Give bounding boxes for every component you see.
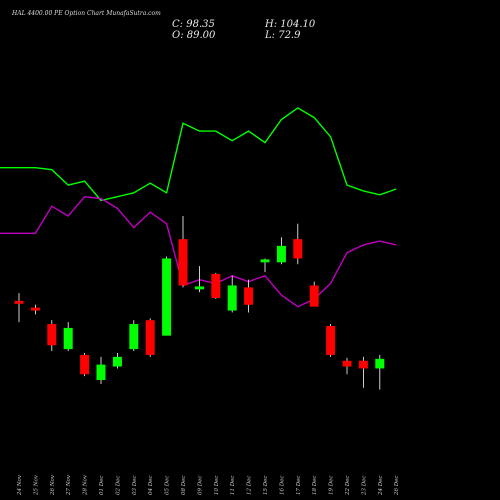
lower-indicator-line (0, 195, 397, 308)
x-tick-label: 28 Nov (83, 474, 89, 496)
high-readout: H: 104.10 (265, 19, 315, 30)
x-tick-label: 02 Dec (115, 476, 121, 496)
x-tick-label: 15 Dec (263, 476, 269, 496)
candle-body (14, 300, 24, 304)
candle-body (194, 286, 204, 290)
x-tick-label: 22 Dec (345, 476, 351, 497)
candle-body (145, 320, 155, 355)
low-value: 72.9 (278, 30, 301, 41)
x-tick-label: 24 Dec (378, 476, 384, 497)
x-axis-labels: 24 Nov 25 Nov 26 Nov 27 Nov 28 Nov 01 Dec 02 D… (17, 474, 400, 496)
candle-body (47, 324, 57, 346)
candle-body (162, 258, 172, 336)
candle-body (375, 358, 385, 369)
candle-body (211, 273, 221, 299)
candle-body (293, 239, 303, 259)
x-tick-label: 10 Dec (214, 476, 220, 496)
candles (14, 215, 385, 390)
x-tick-label: 01 Dec (99, 476, 105, 496)
chart-title: HAL 4400.00 PE Option Chart MunafaSutra.… (12, 10, 161, 17)
candle-body (244, 287, 254, 305)
x-tick-label: 23 Dec (361, 476, 367, 497)
close-label: C: (172, 19, 184, 30)
candle-body (63, 327, 73, 350)
close-readout: C: 98.35 (172, 19, 215, 30)
x-tick-label: 11 Dec (230, 476, 236, 496)
x-tick-label: 08 Dec (181, 476, 187, 496)
candle-body (276, 245, 286, 263)
x-tick-label: 03 Dec (132, 476, 138, 496)
upper-indicator-line (0, 107, 397, 202)
open-readout: O: 89.00 (172, 30, 215, 41)
close-value: 98.35 (186, 19, 215, 30)
x-tick-label: 18 Dec (312, 476, 318, 496)
high-label: H: (265, 19, 278, 30)
candle-body (112, 356, 122, 367)
open-label: O: (172, 30, 184, 41)
low-label: L: (265, 30, 276, 41)
candle-body (178, 239, 188, 286)
high-value: 104.10 (280, 19, 316, 30)
candle-body (80, 354, 90, 375)
x-tick-label: 17 Dec (296, 476, 302, 496)
low-readout: L: 72.9 (265, 30, 300, 41)
candle-body (342, 360, 352, 367)
x-tick-label: 27 Nov (66, 474, 72, 496)
candle-body (260, 259, 270, 263)
x-tick-label: 26 Nov (50, 474, 56, 496)
candle-body (227, 285, 237, 311)
x-tick-label: 25 Nov (33, 474, 39, 496)
x-tick-label: 19 Dec (329, 476, 335, 496)
x-tick-label: 09 Dec (197, 476, 203, 496)
x-tick-label: 26 Dec (394, 476, 400, 497)
candle-body (309, 285, 319, 307)
open-value: 89.00 (186, 30, 216, 41)
x-tick-label: 16 Dec (279, 476, 285, 496)
x-tick-label: 05 Dec (165, 476, 171, 496)
x-tick-label: 12 Dec (247, 476, 253, 496)
candle-body (326, 325, 336, 355)
x-tick-label: 04 Dec (148, 476, 154, 496)
indicator-lines (0, 107, 397, 308)
candle-body (96, 364, 106, 381)
candle-body (30, 307, 40, 311)
x-tick-label: 24 Nov (17, 474, 23, 496)
candle-body (358, 360, 368, 369)
candle-body (129, 324, 139, 350)
